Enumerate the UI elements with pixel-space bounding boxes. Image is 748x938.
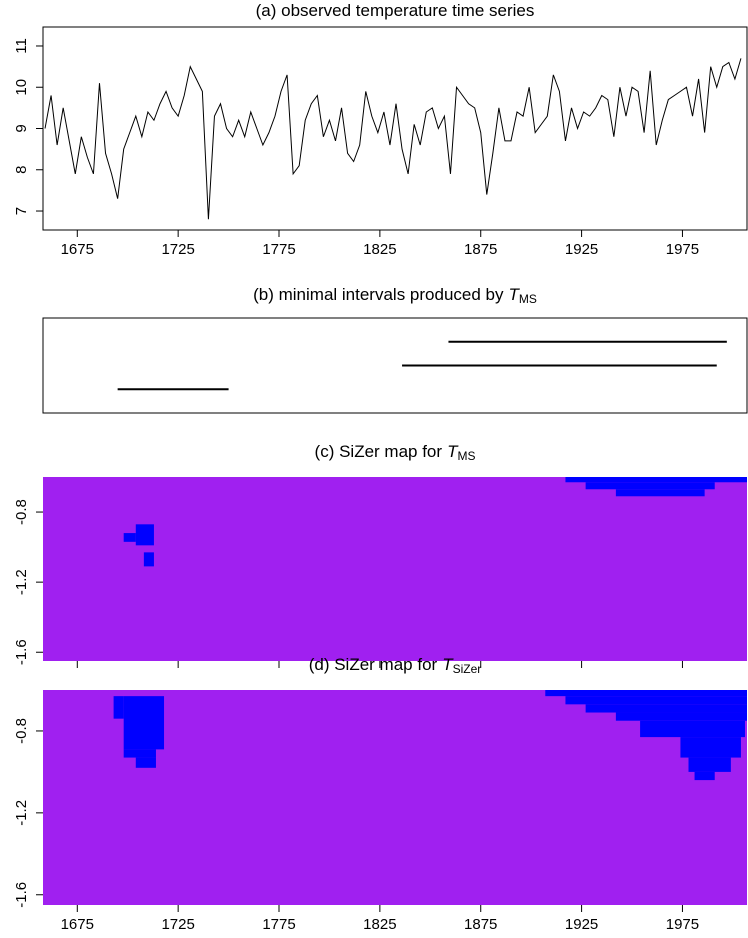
x-tick-label: 1675 xyxy=(61,241,94,258)
x-tick-label: 1875 xyxy=(464,241,497,258)
significant-region xyxy=(123,533,136,542)
significant-region xyxy=(123,696,165,750)
x-tick-label: 1975 xyxy=(666,916,699,933)
title-subscript: MS xyxy=(519,292,537,306)
map-background xyxy=(43,477,747,661)
x-tick-label: 1675 xyxy=(61,916,94,933)
significant-region xyxy=(680,737,741,758)
plot-frame xyxy=(42,317,748,414)
y-tick-label: -0.8 xyxy=(13,718,30,744)
significant-region xyxy=(565,696,747,705)
y-tick-label: -1.6 xyxy=(13,882,30,908)
significant-region xyxy=(545,690,747,697)
significant-region xyxy=(585,482,715,490)
title-symbol: T xyxy=(509,285,521,304)
y-tick-label: -0.8 xyxy=(13,499,30,525)
significant-region xyxy=(615,712,747,721)
significant-region xyxy=(143,552,154,567)
title-text: (a) observed temperature time series xyxy=(256,1,535,20)
title-symbol: T xyxy=(442,655,454,674)
y-tick-label: 8 xyxy=(13,166,30,174)
x-tick-label: 1775 xyxy=(262,916,295,933)
plot-frame xyxy=(42,26,748,231)
y-tick-label: -1.6 xyxy=(13,639,30,665)
x-tick-label: 1725 xyxy=(161,241,194,258)
x-tick-label: 1975 xyxy=(666,241,699,258)
panel-title: (b) minimal intervals produced by TMS xyxy=(253,285,537,306)
significant-region xyxy=(113,696,124,719)
y-tick-label: 7 xyxy=(13,207,30,215)
significant-region xyxy=(585,704,747,713)
y-tick-label: 11 xyxy=(13,38,30,54)
x-tick-label: 1875 xyxy=(464,916,497,933)
y-tick-label: -1.2 xyxy=(13,569,30,595)
title-subscript: SiZer xyxy=(453,662,482,676)
significant-region xyxy=(688,757,731,772)
y-tick-label: -1.2 xyxy=(13,800,30,826)
title-text: (c) SiZer map for xyxy=(315,442,443,461)
significant-region xyxy=(123,749,156,758)
significant-region xyxy=(135,757,156,768)
series-line xyxy=(44,58,742,220)
x-tick-label: 1925 xyxy=(565,241,598,258)
significant-region xyxy=(135,524,154,546)
y-tick-label: 10 xyxy=(13,79,30,96)
x-tick-label: 1725 xyxy=(161,916,194,933)
title-symbol: T xyxy=(447,442,459,461)
x-tick-label: 1825 xyxy=(363,916,396,933)
significant-region xyxy=(640,720,745,738)
x-tick-label: 1825 xyxy=(363,241,396,258)
title-subscript: MS xyxy=(457,449,475,463)
significant-region xyxy=(565,477,747,483)
panel-title: (a) observed temperature time series xyxy=(256,1,535,20)
significant-region xyxy=(694,771,715,781)
y-tick-label: 9 xyxy=(13,124,30,132)
title-text: (b) minimal intervals produced by xyxy=(253,285,504,304)
significant-region xyxy=(615,489,705,497)
x-tick-label: 1925 xyxy=(565,916,598,933)
panel-title: (d) SiZer map for TSiZer xyxy=(309,655,482,676)
x-tick-label: 1775 xyxy=(262,241,295,258)
panel-title: (c) SiZer map for TMS xyxy=(315,442,476,463)
title-text: (d) SiZer map for xyxy=(309,655,438,674)
